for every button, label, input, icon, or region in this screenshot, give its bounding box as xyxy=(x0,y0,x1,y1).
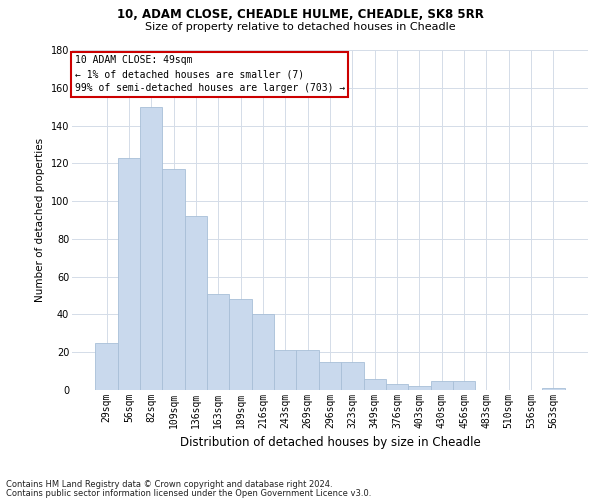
Bar xyxy=(341,362,364,390)
Bar xyxy=(453,380,475,390)
Text: Contains HM Land Registry data © Crown copyright and database right 2024.: Contains HM Land Registry data © Crown c… xyxy=(6,480,332,489)
Bar xyxy=(140,106,163,390)
Y-axis label: Number of detached properties: Number of detached properties xyxy=(35,138,45,302)
Bar xyxy=(542,388,565,390)
Bar xyxy=(364,378,386,390)
Text: 10 ADAM CLOSE: 49sqm
← 1% of detached houses are smaller (7)
99% of semi-detache: 10 ADAM CLOSE: 49sqm ← 1% of detached ho… xyxy=(74,55,345,93)
Bar xyxy=(408,386,431,390)
Bar xyxy=(319,362,341,390)
Bar xyxy=(296,350,319,390)
Bar xyxy=(185,216,207,390)
X-axis label: Distribution of detached houses by size in Cheadle: Distribution of detached houses by size … xyxy=(179,436,481,450)
Bar xyxy=(252,314,274,390)
Bar xyxy=(95,343,118,390)
Bar xyxy=(229,300,252,390)
Bar xyxy=(118,158,140,390)
Bar xyxy=(274,350,296,390)
Text: 10, ADAM CLOSE, CHEADLE HULME, CHEADLE, SK8 5RR: 10, ADAM CLOSE, CHEADLE HULME, CHEADLE, … xyxy=(116,8,484,20)
Bar xyxy=(163,169,185,390)
Text: Size of property relative to detached houses in Cheadle: Size of property relative to detached ho… xyxy=(145,22,455,32)
Bar xyxy=(207,294,229,390)
Text: Contains public sector information licensed under the Open Government Licence v3: Contains public sector information licen… xyxy=(6,489,371,498)
Bar xyxy=(386,384,408,390)
Bar xyxy=(431,380,453,390)
